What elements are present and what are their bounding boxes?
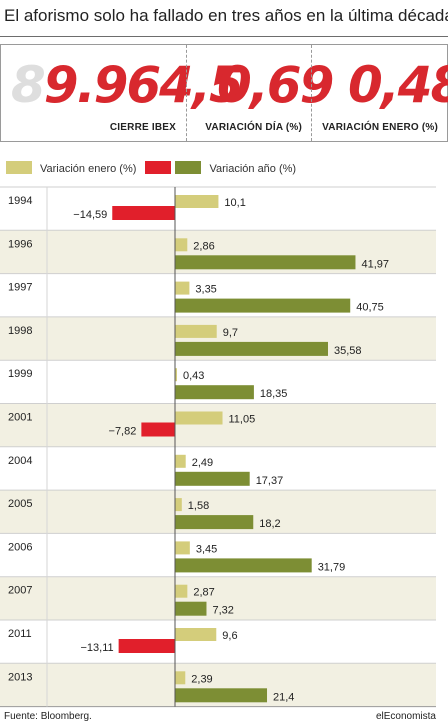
year-label: 2013 xyxy=(8,671,32,683)
readout-variacion-enero-value: 0,48 xyxy=(348,57,448,113)
data-label-ano: 41,97 xyxy=(361,258,389,270)
bar-ano xyxy=(175,601,207,616)
bar-enero xyxy=(175,498,182,512)
bar-ano xyxy=(175,341,328,356)
data-label-ano: 21,4 xyxy=(273,691,294,703)
readout-cierre-ibex-label: CIERRE IBEX xyxy=(109,122,176,133)
bar-ano xyxy=(175,471,250,486)
bar-ano xyxy=(175,255,356,270)
legend-item-ano: Variación año (%) xyxy=(145,161,296,175)
data-label-ano: 18,35 xyxy=(260,388,288,400)
readout-value-text: 9.964,5 xyxy=(43,56,244,114)
data-label-enero: 9,6 xyxy=(222,630,237,642)
data-label-ano: 17,37 xyxy=(256,475,284,487)
data-label-ano: 7,32 xyxy=(212,605,233,617)
legend-item-enero: Variación enero (%) xyxy=(6,161,136,175)
data-label-ano: 18,2 xyxy=(259,518,280,530)
legend-swatch-ano-positive xyxy=(175,161,202,174)
bar-enero xyxy=(175,628,217,641)
data-label-enero: 0,43 xyxy=(183,370,204,382)
data-label-enero: 1,58 xyxy=(188,500,209,512)
bar-ano xyxy=(175,385,254,400)
bar-ano xyxy=(175,298,351,313)
bar-enero xyxy=(175,671,186,685)
year-label: 1997 xyxy=(8,282,32,294)
legend-label-enero: Variación enero (%) xyxy=(40,163,137,175)
chart-legend: Variación enero (%) Variación año (%) xyxy=(6,161,302,177)
bar-enero xyxy=(175,584,188,598)
chart-title: El aforismo solo ha fallado en tres años… xyxy=(4,6,448,25)
data-label-enero: 3,45 xyxy=(196,543,217,555)
data-label-enero: 3,35 xyxy=(195,284,216,296)
data-label-ano: −14,59 xyxy=(73,209,107,221)
data-label-ano: −7,82 xyxy=(109,426,137,438)
bar-ano xyxy=(141,422,175,437)
readout-variacion-enero: 0,48 VARIACIÓN ENERO (%) xyxy=(311,45,448,141)
brand-name: elEconomista xyxy=(375,711,436,722)
readout-variacion-dia: 0,69 VARIACIÓN DÍA (%) xyxy=(186,45,334,141)
bar-enero xyxy=(175,324,217,338)
readout-value-text: 0,48 xyxy=(348,56,448,114)
readout-variacion-dia-value: 0,69 xyxy=(217,56,334,114)
bar-enero xyxy=(175,454,186,468)
title-divider xyxy=(0,36,448,37)
data-label-ano: 40,75 xyxy=(356,302,384,314)
bar-enero xyxy=(175,281,190,295)
readout-variacion-enero-label: VARIACIÓN ENERO (%) xyxy=(322,122,438,133)
row-band xyxy=(0,576,436,620)
readout-cierre-ibex-value: 89.964,5 xyxy=(11,56,244,114)
bar-enero xyxy=(175,238,188,252)
year-label: 2001 xyxy=(8,412,32,424)
year-label: 1994 xyxy=(8,195,32,207)
readout-variacion-dia-label: VARIACIÓN DÍA (%) xyxy=(205,122,302,133)
year-label: 2007 xyxy=(8,585,32,597)
data-label-ano: −13,11 xyxy=(80,642,113,654)
year-label: 2004 xyxy=(8,455,32,467)
legend-swatch-ano-negative xyxy=(145,161,172,174)
bar-ano xyxy=(175,515,254,530)
bar-enero xyxy=(175,195,219,208)
data-label-enero: 2,86 xyxy=(193,240,214,252)
year-label: 2006 xyxy=(8,541,32,553)
bar-ano xyxy=(118,639,175,653)
year-label: 1998 xyxy=(8,325,32,337)
legend-swatch-enero xyxy=(6,161,32,174)
year-label: 2011 xyxy=(8,628,32,640)
bar-ano xyxy=(112,206,175,220)
source-note: Fuente: Bloomberg. xyxy=(4,711,92,722)
bar-enero xyxy=(175,411,223,425)
bar-ano xyxy=(175,688,268,703)
data-label-ano: 31,79 xyxy=(318,561,346,573)
readout-cierre-ibex: 89.964,5 CIERRE IBEX xyxy=(1,45,244,141)
data-label-enero: 9,7 xyxy=(223,327,238,339)
bar-enero xyxy=(175,541,190,555)
readout-value-text: 0,69 xyxy=(217,56,334,114)
data-label-enero: 10,1 xyxy=(224,197,245,209)
ghost-digit: 8 xyxy=(11,56,46,114)
bar-enero xyxy=(175,368,177,382)
data-label-ano: 35,58 xyxy=(334,345,362,357)
data-label-enero: 2,87 xyxy=(193,587,214,599)
row-band xyxy=(0,403,436,447)
data-label-enero: 11,05 xyxy=(229,414,256,426)
year-label: 1996 xyxy=(8,238,32,250)
legend-label-ano: Variación año (%) xyxy=(209,163,297,175)
data-label-enero: 2,39 xyxy=(191,673,212,685)
readout-panel: 89.964,5 CIERRE IBEX 0,69 VARIACIÓN DÍA … xyxy=(0,44,448,142)
year-label: 2005 xyxy=(8,498,32,510)
bar-ano xyxy=(175,558,312,573)
data-label-enero: 2,49 xyxy=(192,457,213,469)
year-label: 1999 xyxy=(8,368,32,380)
